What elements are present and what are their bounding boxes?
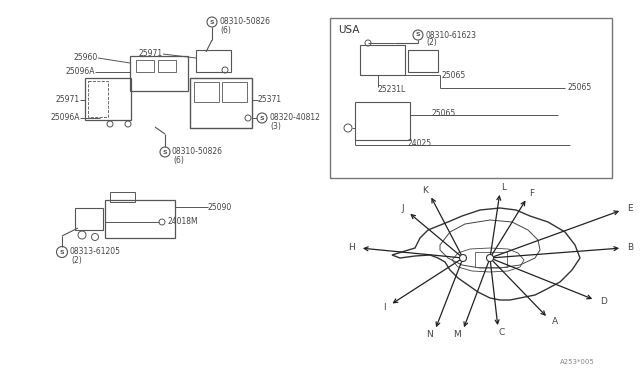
Circle shape [460,254,467,262]
Bar [75,208,103,230]
Bar [105,200,175,238]
Text: F: F [530,189,535,198]
Text: 25065: 25065 [432,109,456,118]
Text: 25090: 25090 [208,202,232,212]
Bar [130,56,188,91]
Bar [330,18,612,178]
Text: 25231L: 25231L [378,86,406,94]
Text: 25096A: 25096A [65,67,95,77]
Text: 25096A: 25096A [51,113,80,122]
Text: 25371: 25371 [258,96,282,105]
Text: C: C [499,328,505,337]
Bar [194,82,219,102]
Text: 08310-50826: 08310-50826 [219,17,270,26]
Bar [355,102,410,140]
Text: 25065: 25065 [567,83,591,93]
Bar [222,82,247,102]
Bar [110,192,135,202]
Text: S: S [260,115,264,121]
Text: N: N [426,330,433,339]
Text: E: E [627,204,632,213]
Text: (2): (2) [427,38,437,48]
Bar [190,78,252,128]
Text: B: B [627,243,633,252]
Text: 24025: 24025 [408,138,432,148]
Text: 25960: 25960 [74,54,98,62]
Text: L: L [500,183,506,192]
Text: S: S [416,32,420,38]
Text: (3): (3) [271,122,282,131]
Text: 08320-40812: 08320-40812 [269,113,320,122]
Text: M: M [454,330,461,339]
Text: 08310-61623: 08310-61623 [425,31,476,39]
Text: S: S [210,19,214,25]
Text: J: J [401,204,404,213]
Bar [360,45,405,75]
Bar [475,252,507,267]
Bar [85,78,131,120]
Text: 08313-61205: 08313-61205 [70,247,121,257]
Text: (2): (2) [72,256,83,264]
Text: (6): (6) [173,155,184,164]
Text: 25971: 25971 [139,49,163,58]
Text: 25065: 25065 [442,71,467,80]
Text: K: K [422,186,428,195]
Text: (6): (6) [221,26,232,35]
Text: H: H [348,243,355,252]
Text: S: S [163,150,167,154]
Bar [196,50,231,72]
Bar [136,60,154,72]
Text: 24018M: 24018M [168,218,198,227]
Text: 08310-50826: 08310-50826 [172,148,223,157]
Bar [88,81,108,117]
Text: S: S [60,250,64,254]
Text: A253*005: A253*005 [560,359,595,365]
Text: D: D [600,297,607,307]
Bar [408,50,438,72]
Bar [158,60,176,72]
Circle shape [486,254,493,262]
Text: A: A [552,317,557,326]
Text: USA: USA [338,25,360,35]
Text: 25971: 25971 [56,96,80,105]
Text: I: I [383,303,386,312]
